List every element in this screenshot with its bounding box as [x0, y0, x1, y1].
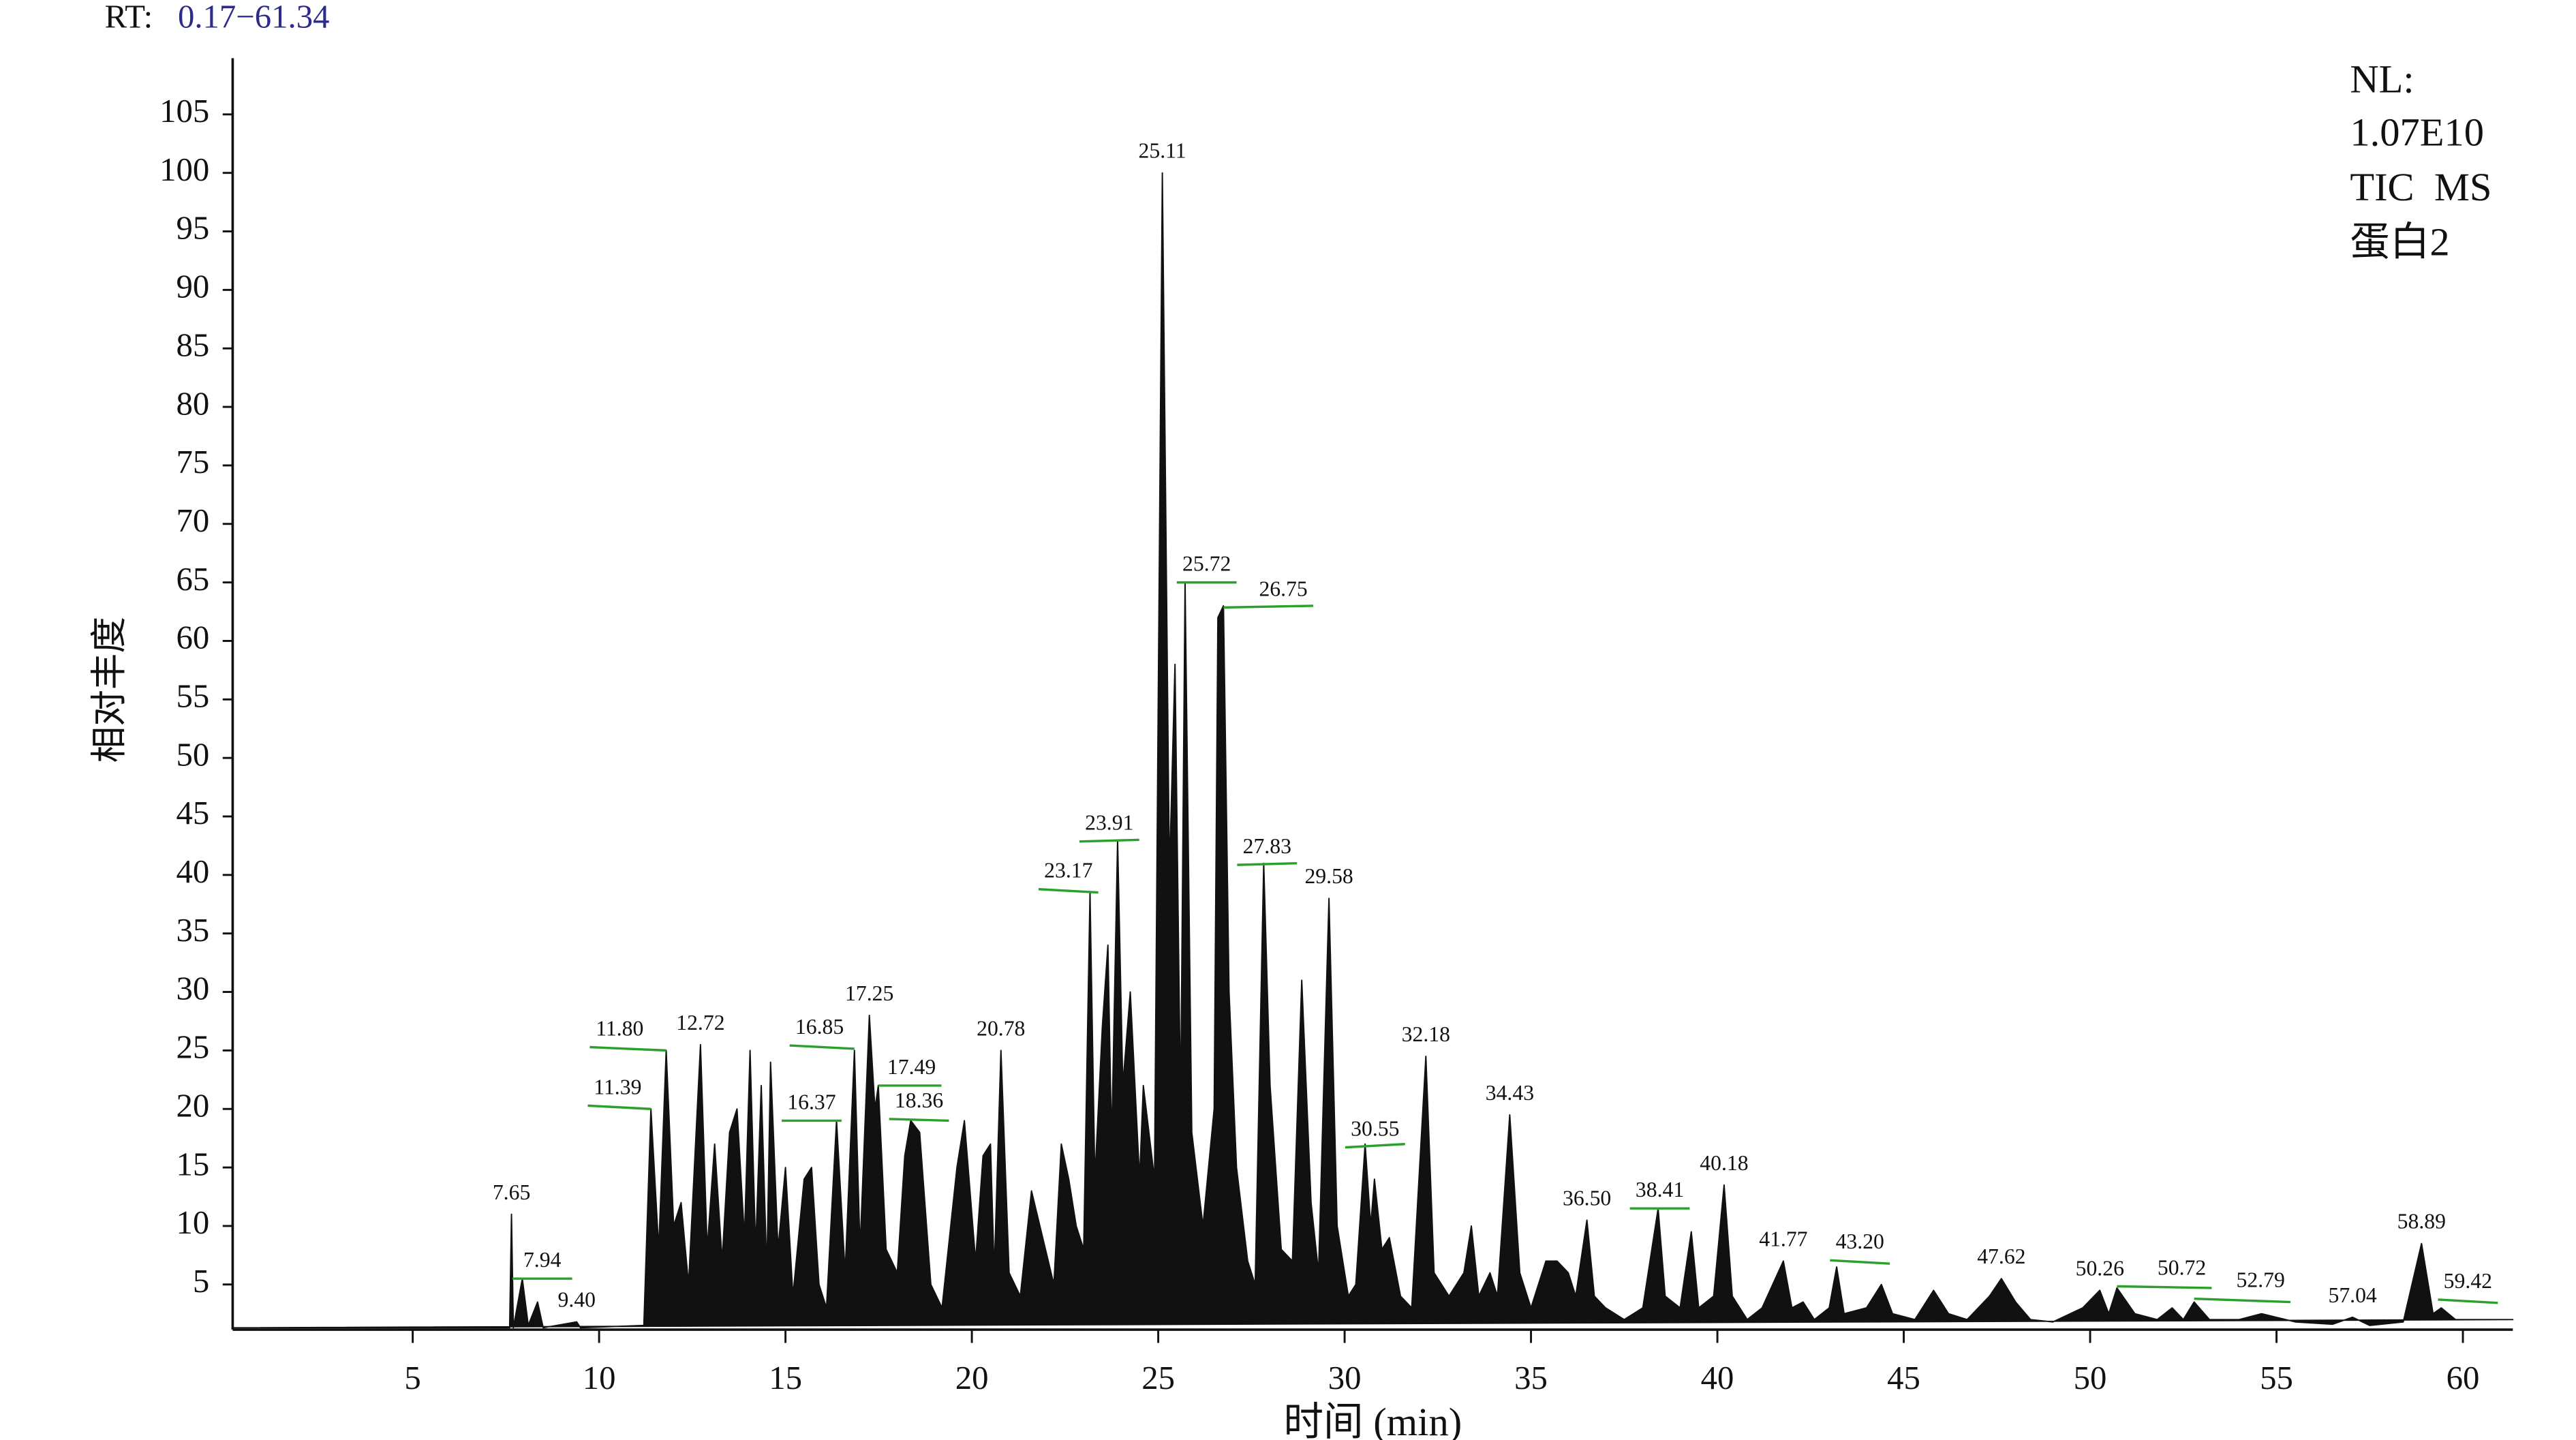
peak-label: 11.80 — [596, 1016, 643, 1040]
peak-leader — [589, 1045, 666, 1052]
y-tick-label: 75 — [177, 444, 210, 480]
x-tick-label: 25 — [1141, 1360, 1175, 1396]
y-tick-label: 45 — [177, 795, 210, 831]
x-tick-label: 55 — [2260, 1360, 2293, 1396]
peak-label: 52.79 — [2237, 1268, 2285, 1292]
y-tick-label: 20 — [177, 1087, 210, 1124]
peak-leader — [2438, 1298, 2498, 1304]
peak-label: 50.72 — [2158, 1255, 2206, 1279]
peak-leader — [1038, 888, 1099, 894]
peak-label: 27.83 — [1243, 834, 1291, 858]
y-tick-label: 100 — [159, 151, 209, 188]
info-line: 蛋白2 — [2350, 219, 2449, 264]
peak-label: 40.18 — [1700, 1151, 1748, 1175]
tic-trace — [232, 172, 2514, 1329]
y-tick-label: 25 — [177, 1029, 210, 1066]
x-tick-label: 10 — [583, 1360, 616, 1396]
peak-leader — [2194, 1297, 2291, 1304]
peak-label: 58.89 — [2397, 1210, 2446, 1234]
peak-label: 41.77 — [1759, 1227, 1807, 1251]
peak-label: 7.94 — [523, 1248, 562, 1272]
peak-label: 7.65 — [493, 1180, 530, 1204]
x-tick-label: 30 — [1328, 1360, 1362, 1396]
info-line: NL: — [2350, 57, 2414, 101]
peak-label: 23.17 — [1044, 859, 1092, 883]
info-line: 1.07E10 — [2350, 110, 2484, 154]
peak-leader — [2117, 1285, 2212, 1289]
y-tick-label: 65 — [177, 561, 210, 598]
y-tick-label: 95 — [177, 210, 210, 247]
peak-label: 43.20 — [1836, 1229, 1884, 1253]
x-tick-label: 45 — [1887, 1360, 1920, 1396]
peak-label: 25.11 — [1139, 139, 1186, 163]
peak-label: 59.42 — [2444, 1269, 2492, 1293]
peak-leader — [889, 1118, 949, 1122]
peak-label: 50.26 — [2076, 1256, 2124, 1280]
y-tick-label: 105 — [159, 93, 209, 129]
y-axis-label: 相对丰度 — [89, 617, 129, 763]
info-line: TIC MS — [2350, 165, 2491, 209]
peak-label: 30.55 — [1351, 1117, 1399, 1141]
peak-label: 29.58 — [1304, 864, 1353, 888]
peak-label: 32.18 — [1402, 1022, 1450, 1046]
y-tick-label: 35 — [177, 912, 210, 949]
peak-label: 23.91 — [1085, 811, 1133, 835]
peak-leader — [1237, 861, 1298, 866]
peak-label: 38.41 — [1636, 1178, 1684, 1201]
rt-range: 0.17−61.34 — [178, 0, 330, 35]
y-tick-label: 30 — [177, 970, 210, 1007]
y-tick-label: 55 — [177, 677, 210, 714]
peak-leader — [1079, 838, 1139, 843]
y-tick-label: 40 — [177, 853, 210, 890]
peak-label: 17.49 — [887, 1055, 936, 1079]
peak-label: 18.36 — [895, 1088, 943, 1112]
rt-label: RT: — [105, 0, 153, 35]
x-tick-label: 20 — [955, 1360, 989, 1396]
y-tick-label: 70 — [177, 502, 210, 539]
peak-label: 9.40 — [558, 1288, 596, 1312]
y-tick-label: 50 — [177, 736, 210, 773]
peak-label: 25.72 — [1182, 552, 1231, 576]
peak-leader — [1830, 1259, 1890, 1265]
y-tick-label: 15 — [177, 1146, 210, 1182]
x-tick-label: 35 — [1514, 1360, 1548, 1396]
peak-label: 16.37 — [787, 1090, 835, 1114]
x-tick-label: 40 — [1701, 1360, 1734, 1396]
peak-label: 36.50 — [1563, 1186, 1611, 1210]
y-tick-label: 85 — [177, 326, 210, 363]
peak-leader — [1223, 604, 1314, 609]
peak-leader — [587, 1104, 651, 1110]
peak-leader — [789, 1044, 855, 1050]
x-tick-label: 5 — [404, 1360, 420, 1396]
peak-label: 17.25 — [845, 981, 893, 1005]
peak-label: 20.78 — [977, 1016, 1025, 1040]
y-tick-label: 60 — [177, 619, 210, 656]
peak-label: 26.75 — [1259, 577, 1307, 600]
y-tick-label: 90 — [177, 269, 210, 305]
peak-label: 16.85 — [795, 1015, 844, 1039]
peak-leader — [1345, 1143, 1405, 1149]
y-tick-label: 80 — [177, 385, 210, 422]
y-tick-label: 10 — [177, 1204, 210, 1241]
x-axis-label: 时间 (min) — [1284, 1400, 1462, 1440]
x-tick-label: 60 — [2447, 1360, 2480, 1396]
y-tick-label: 5 — [193, 1263, 209, 1300]
peak-label: 57.04 — [2328, 1283, 2376, 1307]
x-tick-label: 50 — [2074, 1360, 2107, 1396]
peak-label: 47.62 — [1977, 1244, 2025, 1268]
peak-label: 12.72 — [676, 1011, 724, 1035]
peak-label: 34.43 — [1486, 1081, 1534, 1105]
peak-label: 11.39 — [594, 1075, 641, 1099]
x-tick-label: 15 — [769, 1360, 802, 1396]
